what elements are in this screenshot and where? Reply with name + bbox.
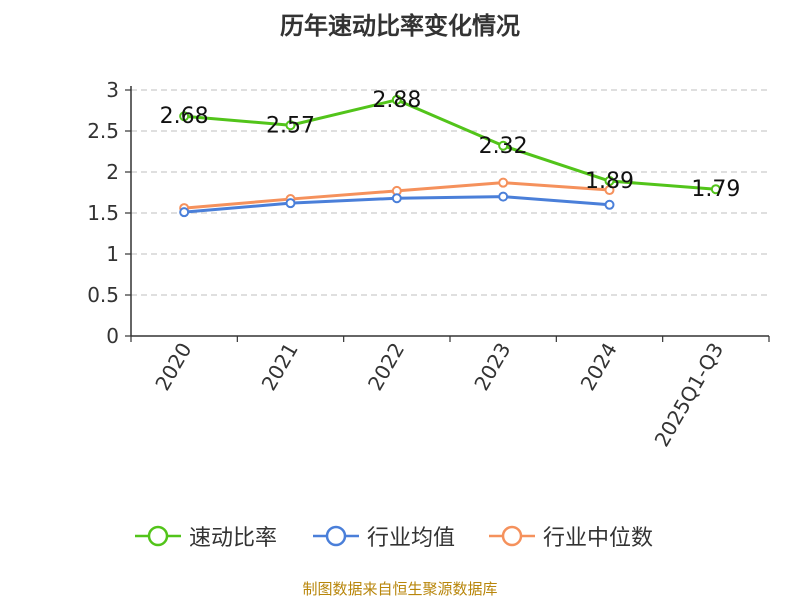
data-label: 2.32 xyxy=(479,134,528,159)
x-tick-label: 2024 xyxy=(576,339,622,395)
y-tick-label: 2 xyxy=(106,160,119,184)
y-tick-label: 0 xyxy=(106,324,119,348)
legend-label-2: 行业均值 xyxy=(367,526,456,551)
x-tick-label: 2021 xyxy=(257,339,303,395)
data-point-series-2 xyxy=(179,207,190,218)
legend: 速动比率 行业均值 行业中位数 xyxy=(0,518,800,558)
tick-labels: 0 0.5 1 1.5 2 2.5 3 2020 2021 2022 2023 2024 2025Q1-… xyxy=(87,78,728,451)
axes xyxy=(125,86,770,342)
legend-label-1: 速动比率 xyxy=(189,526,278,551)
data-point-series-2 xyxy=(391,193,402,204)
x-tick-label: 2023 xyxy=(469,338,515,394)
data-label: 1.89 xyxy=(585,169,634,194)
data-label: 2.57 xyxy=(266,113,315,138)
series-lines xyxy=(184,98,716,214)
x-tick-label: 2022 xyxy=(363,339,409,395)
data-point-series-2 xyxy=(285,198,296,209)
legend-marker-1 xyxy=(135,525,181,547)
legend-item-1[interactable]: 速动比率 xyxy=(133,518,277,554)
legend-marker-3 xyxy=(489,525,535,547)
y-tick-label: 0.5 xyxy=(87,283,119,307)
data-label: 2.68 xyxy=(160,104,209,129)
data-labels: 2.68 2.57 2.88 2.32 1.89 1.79 xyxy=(160,88,741,202)
data-point-series-1 xyxy=(391,94,402,105)
series-points xyxy=(179,94,721,218)
y-tick-label: 1.5 xyxy=(87,201,119,225)
data-point-series-1 xyxy=(604,176,615,187)
legend-label-3: 行业中位数 xyxy=(543,526,654,551)
grid-lines xyxy=(131,89,769,296)
y-tick-label: 1 xyxy=(106,242,119,266)
data-point-series-2 xyxy=(498,191,509,202)
data-label: 2.88 xyxy=(372,88,421,113)
legend-item-2[interactable]: 行业均值 xyxy=(311,518,455,554)
series-line-1 xyxy=(184,98,716,191)
legend-marker-2 xyxy=(313,525,359,547)
data-label: 1.79 xyxy=(691,177,740,202)
x-tick-label: 2025Q1-Q3 xyxy=(649,339,728,451)
y-tick-label: 3 xyxy=(106,78,119,102)
legend-item-3[interactable]: 行业中位数 xyxy=(487,518,653,554)
chart-title: 历年速动比率变化情况 xyxy=(280,12,520,40)
data-point-series-2 xyxy=(604,199,615,210)
data-source-note: 制图数据来自恒生聚源数据库 xyxy=(302,580,498,598)
data-point-series-1 xyxy=(498,140,509,151)
data-point-series-1 xyxy=(179,111,190,122)
y-tick-label: 2.5 xyxy=(87,119,119,143)
data-point-series-1 xyxy=(285,120,296,131)
data-point-series-3 xyxy=(498,177,509,188)
x-tick-label: 2020 xyxy=(150,339,196,395)
data-point-series-3 xyxy=(604,185,615,196)
data-point-series-1 xyxy=(710,184,721,195)
